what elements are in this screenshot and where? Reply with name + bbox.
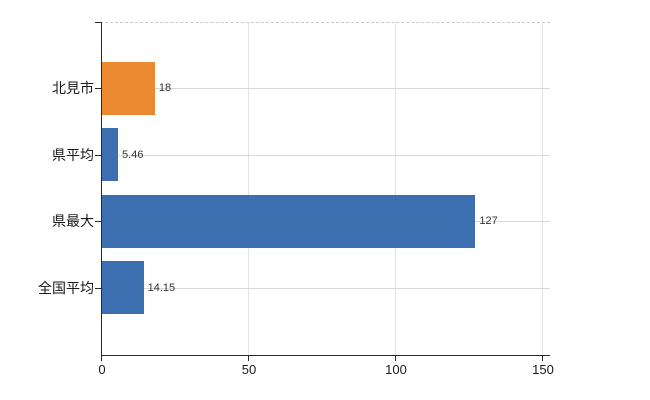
vertical-gridline [248, 22, 249, 355]
category-label: 県平均 [52, 146, 94, 163]
bar-value-label: 14.15 [147, 281, 176, 294]
y-axis-tick [95, 287, 101, 289]
horizontal-gridline [101, 88, 550, 89]
x-axis-line [101, 355, 550, 356]
bar-default [102, 128, 119, 181]
vertical-gridline [395, 22, 396, 355]
bar-value-label: 18 [158, 82, 172, 94]
x-axis-tick-label: 0 [98, 362, 106, 377]
bar-highlight [102, 61, 155, 115]
vertical-gridline [542, 22, 543, 355]
bar-default [102, 261, 144, 314]
x-axis-tick-label: 50 [241, 362, 257, 377]
horizontal-gridline [101, 287, 550, 289]
y-axis-top-tick [95, 22, 101, 23]
bar-value-label: 127 [479, 215, 498, 227]
x-axis-tick [395, 355, 396, 361]
x-axis-tick [542, 355, 543, 361]
y-axis-line [101, 22, 102, 355]
x-axis-tick-label: 150 [532, 362, 554, 377]
x-axis-tick [248, 355, 249, 361]
x-axis-tick-label: 100 [385, 362, 407, 377]
bar-value-label: 5.46 [122, 148, 144, 161]
category-label: 北見市 [52, 80, 94, 96]
category-label: 県最大 [52, 213, 94, 229]
plot-top-border [95, 22, 550, 23]
x-axis-tick [101, 355, 102, 361]
category-label: 全国平均 [38, 279, 94, 296]
y-axis-tick [95, 221, 101, 222]
y-axis-tick [95, 88, 101, 89]
bar-default [102, 194, 476, 248]
y-axis-tick [95, 154, 101, 156]
horizontal-gridline [101, 154, 550, 156]
